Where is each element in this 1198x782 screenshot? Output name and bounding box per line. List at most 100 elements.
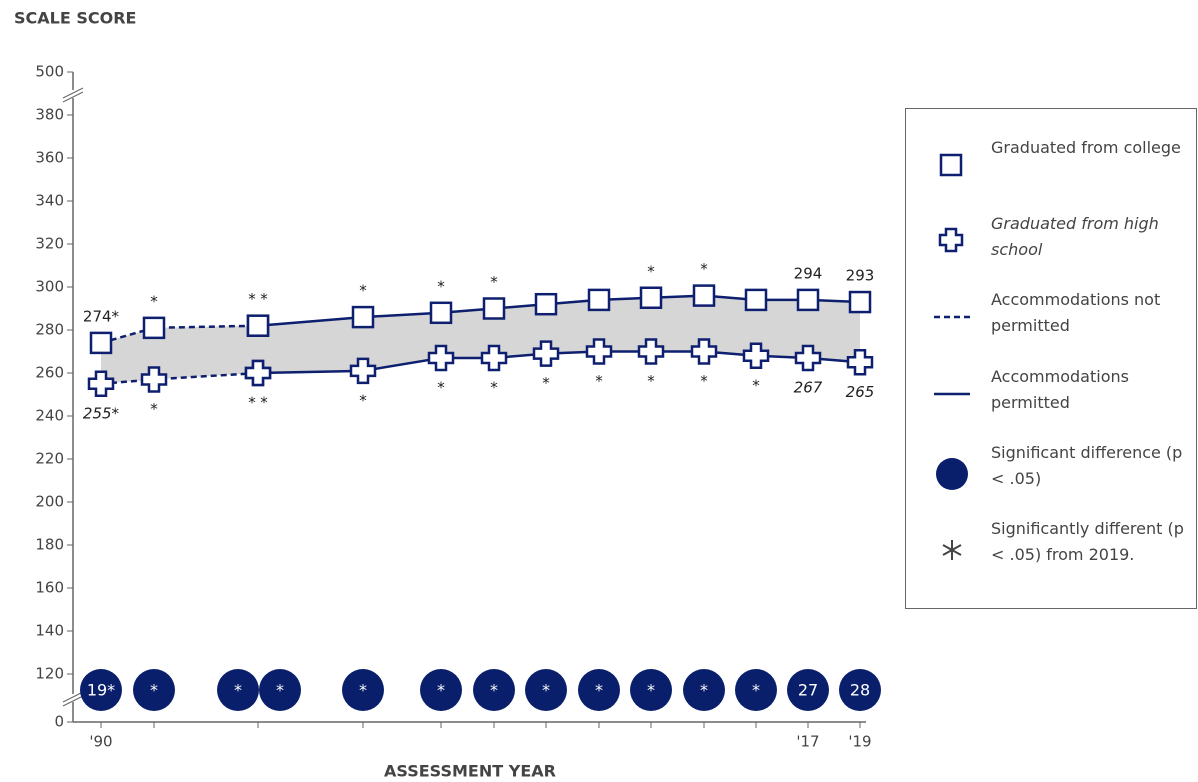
- legend-icon: [936, 458, 968, 490]
- gap-circle: [80, 669, 122, 711]
- marker: [585, 338, 613, 365]
- x-axis-title: ASSESSMENT YEAR: [384, 762, 556, 781]
- value-label: 267: [794, 378, 823, 396]
- value-label: 255*: [83, 404, 120, 422]
- marker: [480, 344, 508, 372]
- legend-icon: [938, 227, 964, 253]
- marker: [246, 314, 270, 337]
- axis-break: [65, 90, 81, 98]
- gap-circle: [473, 669, 515, 711]
- marker: [587, 288, 611, 312]
- gap-label: *: [234, 681, 242, 700]
- marker: [532, 340, 560, 367]
- marker: [534, 292, 558, 316]
- y-tick-label: 120: [35, 665, 64, 683]
- legend-item: Significant difference (p < .05): [906, 440, 1196, 500]
- gap-label: *: [542, 681, 550, 700]
- legend-item: Accommodations not permitted: [906, 287, 1196, 347]
- gap-circle: [578, 669, 620, 711]
- value-label: *: [437, 378, 445, 396]
- value-label: *: [700, 372, 708, 390]
- gap-label: *: [752, 681, 760, 700]
- value-label: *: [647, 262, 655, 280]
- gap-label: *: [276, 681, 284, 700]
- gap-label: *: [647, 681, 655, 700]
- marker: [140, 366, 168, 393]
- y-tick-label: 220: [35, 450, 64, 468]
- value-label: *: [260, 394, 268, 412]
- marker: [427, 344, 455, 372]
- y-tick-label: 340: [35, 192, 64, 210]
- value-label: *: [490, 273, 498, 291]
- gap-circle: [839, 669, 881, 711]
- marker: [142, 316, 166, 340]
- legend-item: Graduated from college: [906, 135, 1196, 195]
- value-label: *: [359, 391, 367, 409]
- legend-icon: [934, 392, 970, 396]
- y-tick-label: 180: [35, 536, 64, 554]
- chart: SCALE SCORE ASSESSMENT YEAR 0 120 140 160 18…: [14, 9, 881, 781]
- legend-label: Significantly different (p < .05) from 2…: [991, 519, 1184, 564]
- y-tick-label: 360: [35, 149, 64, 167]
- marker: [639, 286, 663, 309]
- gap-label: 19*: [87, 681, 115, 700]
- y-tick-label: 500: [35, 63, 64, 81]
- gap-circle: [342, 669, 384, 711]
- value-label: *: [260, 290, 268, 308]
- y-tick-label: 320: [35, 235, 64, 253]
- legend-icon: [939, 153, 963, 177]
- y-tick-label: 140: [35, 622, 64, 640]
- value-label: *: [437, 277, 445, 295]
- x-tick-label: '19: [848, 733, 871, 751]
- marker: [637, 338, 665, 365]
- legend-item: Accommodations permitted: [906, 364, 1196, 424]
- marker: [794, 344, 822, 372]
- y-tick-label: 280: [35, 321, 64, 339]
- value-label: *: [248, 394, 256, 412]
- axis-break: [62, 91, 84, 103]
- gap-circle: [133, 669, 175, 711]
- marker: [429, 301, 453, 325]
- value-label: *: [490, 378, 498, 396]
- marker: [349, 357, 377, 385]
- marker: [742, 342, 770, 370]
- marker: [796, 288, 820, 312]
- marker: [744, 288, 768, 312]
- legend-icon: [942, 540, 962, 560]
- gap-circle: [683, 669, 725, 711]
- gap-label: *: [359, 681, 367, 700]
- gap-circle: [630, 669, 672, 711]
- gap-circle: [735, 669, 777, 711]
- value-label: *: [248, 290, 256, 308]
- gap-circle: [259, 669, 301, 711]
- legend-label: Graduated from high school: [991, 214, 1159, 259]
- marker: [482, 297, 506, 320]
- gap-label: 28: [850, 681, 870, 700]
- y-tick-label: 200: [35, 493, 64, 511]
- gap-circle: [787, 669, 829, 711]
- legend: Graduated from college Graduated from hi…: [905, 108, 1197, 609]
- axis-break: [62, 691, 84, 703]
- value-label: *: [150, 400, 158, 418]
- gap-circle: [525, 669, 567, 711]
- y-tick-label: 300: [35, 278, 64, 296]
- legend-label: Significant difference (p < .05): [991, 443, 1183, 488]
- marker: [848, 290, 872, 314]
- value-label: *: [542, 374, 550, 392]
- axis-break: [62, 695, 84, 707]
- y-tick-label: 240: [35, 407, 64, 425]
- gap-label: *: [490, 681, 498, 700]
- value-label: *: [359, 282, 367, 300]
- legend-icon: [934, 315, 970, 319]
- gap-label: *: [700, 681, 708, 700]
- gap-label: *: [595, 681, 603, 700]
- value-label: *: [700, 260, 708, 278]
- legend-item: Graduated from high school: [906, 211, 1196, 271]
- marker: [89, 331, 113, 355]
- y-tick-label: 0: [54, 713, 64, 731]
- gap-label: *: [437, 681, 445, 700]
- legend-item: Significantly different (p < .05) from 2…: [906, 516, 1196, 576]
- y-axis-title: SCALE SCORE: [14, 9, 136, 28]
- marker: [351, 305, 375, 329]
